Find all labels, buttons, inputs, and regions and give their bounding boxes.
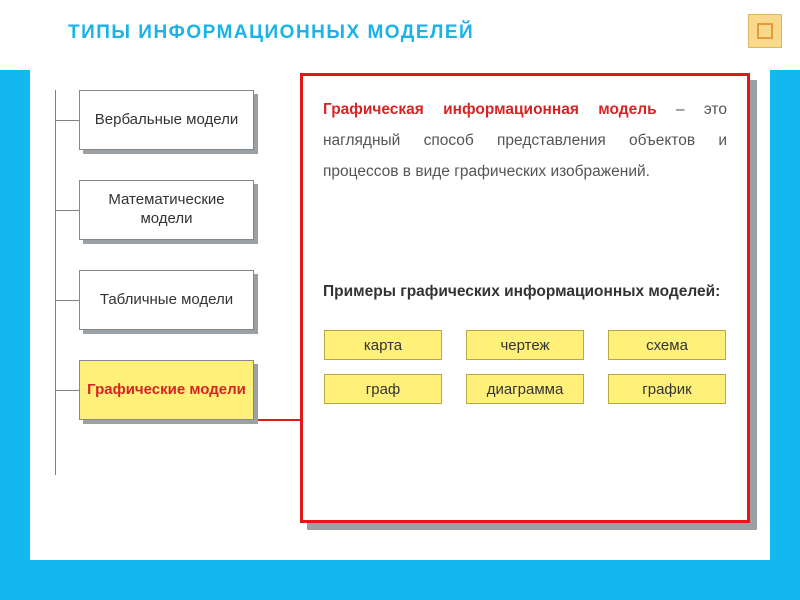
- definition-text: Графическая информационная модель – это …: [323, 94, 727, 187]
- model-type-math[interactable]: Математические модели: [79, 180, 254, 240]
- definition-highlight: Графическая информационная модель: [323, 101, 657, 118]
- tree-tick: [55, 390, 79, 391]
- node-label: Табличные модели: [79, 270, 254, 330]
- tree-tick: [55, 210, 79, 211]
- example-chip-map[interactable]: карта: [324, 330, 442, 360]
- node-label: Математические модели: [79, 180, 254, 240]
- example-chip-graph[interactable]: граф: [324, 374, 442, 404]
- example-chip-plot[interactable]: график: [608, 374, 726, 404]
- connector-line: [258, 419, 300, 421]
- examples-heading: Примеры графических информационных модел…: [323, 277, 727, 306]
- menu-icon-inner: [757, 23, 773, 39]
- background-accent: Вербальные модели Математические модели …: [0, 70, 800, 600]
- model-type-graphic[interactable]: Графические модели: [79, 360, 254, 420]
- example-chip-diagram[interactable]: диаграмма: [466, 374, 584, 404]
- example-chip-scheme[interactable]: схема: [608, 330, 726, 360]
- tree-spine: [55, 90, 56, 475]
- node-label: Графические модели: [79, 360, 254, 420]
- tree-tick: [55, 120, 79, 121]
- model-type-table[interactable]: Табличные модели: [79, 270, 254, 330]
- model-type-verbal[interactable]: Вербальные модели: [79, 90, 254, 150]
- menu-icon[interactable]: [748, 14, 782, 48]
- tree-tick: [55, 300, 79, 301]
- node-label: Вербальные модели: [79, 90, 254, 150]
- page-title: ТИПЫ ИНФОРМАЦИОННЫХ МОДЕЛЕЙ: [68, 22, 474, 44]
- examples-grid: карта чертеж схема граф диаграмма график: [323, 330, 727, 404]
- main-panel: Вербальные модели Математические модели …: [30, 70, 770, 560]
- example-chip-drawing[interactable]: чертеж: [466, 330, 584, 360]
- content-panel: Графическая информационная модель – это …: [300, 73, 750, 523]
